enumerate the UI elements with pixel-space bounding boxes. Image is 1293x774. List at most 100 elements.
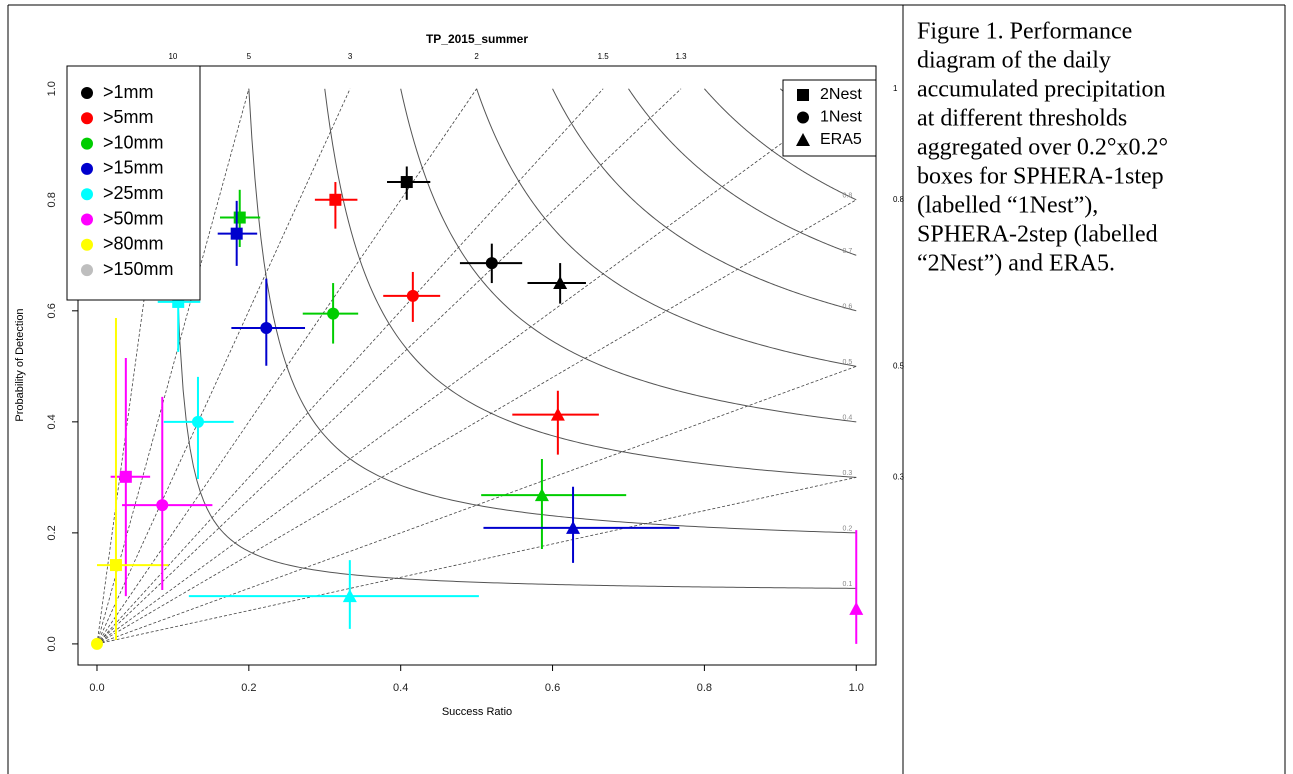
marker — [260, 322, 273, 335]
legend-label: 1Nest — [820, 109, 862, 126]
y-axis-label: Probability of Detection — [14, 308, 26, 421]
caption-line: (labelled “1Nest”), — [917, 193, 1098, 219]
legend-swatch — [81, 213, 93, 226]
bias-label: 1 — [893, 84, 898, 93]
legend-swatch — [81, 112, 93, 125]
csi-curve — [324, 88, 857, 478]
bias-label: 3 — [348, 52, 353, 61]
legend-swatch — [81, 238, 93, 251]
legend-label: >25mm — [103, 183, 164, 203]
y-tick-label: 0.2 — [46, 525, 58, 540]
legend-swatch — [81, 137, 93, 150]
csi-label: 0.7 — [843, 248, 853, 255]
csi-curve — [400, 88, 857, 423]
marker — [230, 227, 243, 240]
plot-frame — [77, 65, 877, 666]
marker — [485, 257, 498, 270]
legend-label: >80mm — [103, 234, 164, 254]
y-tick-label: 0.8 — [46, 192, 58, 207]
csi-label: 0.5 — [843, 359, 853, 366]
marker — [553, 276, 568, 290]
marker — [109, 559, 122, 572]
x-tick-label: 0.2 — [241, 682, 256, 694]
caption-line: aggregated over 0.2°x0.2° — [917, 135, 1168, 161]
csi-label: 0.8 — [843, 193, 853, 200]
legend-swatch — [81, 264, 93, 277]
legend-marker — [797, 89, 809, 101]
csi-curve — [172, 88, 857, 589]
marker — [406, 289, 419, 302]
x-tick-label: 0.4 — [393, 682, 408, 694]
marker — [534, 488, 549, 502]
marker — [327, 307, 340, 320]
marker — [119, 470, 132, 483]
bias-line — [96, 199, 857, 645]
legend-label: >1mm — [103, 82, 154, 102]
legend-swatch — [81, 188, 93, 201]
bias-label: 5 — [247, 52, 252, 61]
x-tick-label: 0.0 — [89, 682, 104, 694]
y-tick-label: 0.6 — [46, 303, 58, 318]
csi-label: 0.2 — [843, 526, 853, 533]
legend-swatch — [81, 162, 93, 175]
csi-curve — [248, 88, 857, 534]
caption-line: diagram of the daily — [917, 48, 1111, 74]
x-tick-label: 0.6 — [545, 682, 560, 694]
csi-label: 0.6 — [843, 304, 853, 311]
legend-label: 2Nest — [820, 86, 862, 103]
legend-label: >5mm — [103, 107, 154, 127]
bias-label: 1.5 — [598, 52, 610, 61]
marker — [550, 407, 565, 421]
csi-label: 0.1 — [843, 581, 853, 588]
csi-curve — [704, 88, 857, 201]
marker — [329, 193, 342, 206]
bias-label: 0.5 — [893, 361, 905, 370]
caption-line: “2Nest”) and ERA5. — [917, 251, 1115, 277]
csi-label: 0.3 — [843, 470, 853, 477]
csi-curve — [628, 88, 857, 256]
bias-line — [96, 88, 682, 645]
bias-label: 1.3 — [675, 52, 687, 61]
csi-label: 0.4 — [843, 415, 853, 422]
caption-line: Figure 1. Performance — [917, 19, 1132, 45]
legend-marker — [797, 111, 809, 124]
bias-line — [96, 88, 250, 645]
x-tick-label: 0.8 — [697, 682, 712, 694]
legend-label: >10mm — [103, 132, 164, 152]
marker — [400, 176, 413, 189]
caption-line: accumulated precipitation — [917, 77, 1166, 103]
legend-label: ERA5 — [820, 131, 862, 148]
bias-line — [96, 88, 351, 645]
csi-curve — [476, 88, 857, 367]
bias-line — [96, 88, 857, 645]
y-tick-label: 0.4 — [46, 414, 58, 429]
marker — [191, 415, 204, 428]
legend-label: >150mm — [103, 259, 174, 279]
marker — [566, 520, 581, 534]
caption-line: boxes for SPHERA-1step — [917, 164, 1164, 190]
marker — [849, 601, 864, 615]
caption-line: at different thresholds — [917, 106, 1127, 132]
legend-swatch — [81, 87, 93, 99]
bias-label: 2 — [474, 52, 479, 61]
caption-line: SPHERA-2step (labelled — [917, 222, 1158, 248]
x-axis-label: Success Ratio — [442, 706, 512, 718]
legend-marker — [796, 133, 810, 146]
y-tick-label: 1.0 — [46, 81, 58, 96]
marker — [233, 211, 246, 224]
marker — [156, 499, 169, 512]
csi-curve — [552, 88, 857, 312]
bias-label: 0.3 — [893, 472, 905, 481]
legend-label: >50mm — [103, 208, 164, 228]
chart-title: TP_2015_summer — [426, 32, 528, 46]
bias-line — [96, 476, 857, 645]
bias-line — [96, 88, 604, 645]
legend-box — [66, 65, 201, 301]
bias-label: 10 — [168, 52, 177, 61]
marker — [342, 589, 357, 603]
bias-label: 0.8 — [893, 195, 905, 204]
x-tick-label: 1.0 — [849, 682, 864, 694]
legend-label: >15mm — [103, 158, 164, 178]
